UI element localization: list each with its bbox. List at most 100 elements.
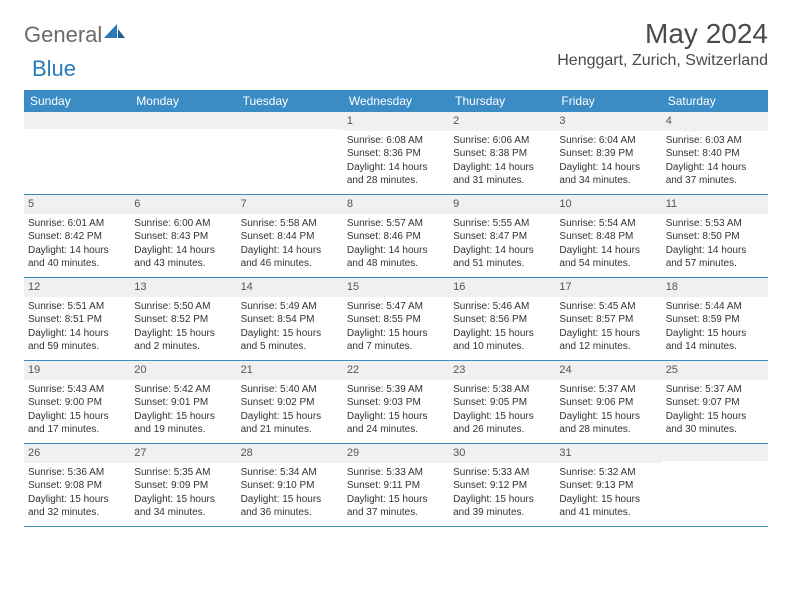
sunset-text: Sunset: 8:44 PM [241, 230, 339, 244]
day-content: Sunrise: 5:46 AMSunset: 8:56 PMDaylight:… [449, 297, 555, 358]
sunrise-text: Sunrise: 5:38 AM [453, 383, 551, 397]
day-cell: 20Sunrise: 5:42 AMSunset: 9:01 PMDayligh… [130, 361, 236, 443]
day-number: 21 [237, 361, 343, 380]
sunrise-text: Sunrise: 5:51 AM [28, 300, 126, 314]
daylight-text: Daylight: 14 hours and 54 minutes. [559, 244, 657, 271]
daylight-text: Daylight: 14 hours and 28 minutes. [347, 161, 445, 188]
day-cell: 3Sunrise: 6:04 AMSunset: 8:39 PMDaylight… [555, 112, 661, 194]
sunrise-text: Sunrise: 5:57 AM [347, 217, 445, 231]
day-number: 25 [662, 361, 768, 380]
sunrise-text: Sunrise: 5:55 AM [453, 217, 551, 231]
day-cell: 22Sunrise: 5:39 AMSunset: 9:03 PMDayligh… [343, 361, 449, 443]
sunset-text: Sunset: 9:02 PM [241, 396, 339, 410]
weekday-thu: Thursday [449, 90, 555, 112]
sunrise-text: Sunrise: 6:01 AM [28, 217, 126, 231]
daylight-text: Daylight: 15 hours and 5 minutes. [241, 327, 339, 354]
day-content: Sunrise: 5:37 AMSunset: 9:06 PMDaylight:… [555, 380, 661, 441]
sunset-text: Sunset: 8:38 PM [453, 147, 551, 161]
daylight-text: Daylight: 15 hours and 12 minutes. [559, 327, 657, 354]
day-cell: 2Sunrise: 6:06 AMSunset: 8:38 PMDaylight… [449, 112, 555, 194]
sunset-text: Sunset: 8:47 PM [453, 230, 551, 244]
sunset-text: Sunset: 8:54 PM [241, 313, 339, 327]
daylight-text: Daylight: 14 hours and 46 minutes. [241, 244, 339, 271]
day-number [130, 112, 236, 129]
day-number: 5 [24, 195, 130, 214]
sunset-text: Sunset: 9:13 PM [559, 479, 657, 493]
daylight-text: Daylight: 15 hours and 21 minutes. [241, 410, 339, 437]
day-content: Sunrise: 5:38 AMSunset: 9:05 PMDaylight:… [449, 380, 555, 441]
sunrise-text: Sunrise: 5:44 AM [666, 300, 764, 314]
sunrise-text: Sunrise: 5:42 AM [134, 383, 232, 397]
day-cell: 4Sunrise: 6:03 AMSunset: 8:40 PMDaylight… [662, 112, 768, 194]
sunrise-text: Sunrise: 5:43 AM [28, 383, 126, 397]
day-number [662, 444, 768, 461]
daylight-text: Daylight: 14 hours and 43 minutes. [134, 244, 232, 271]
title-block: May 2024 Henggart, Zurich, Switzerland [557, 18, 768, 70]
sunrise-text: Sunrise: 5:35 AM [134, 466, 232, 480]
day-number: 9 [449, 195, 555, 214]
day-cell: 13Sunrise: 5:50 AMSunset: 8:52 PMDayligh… [130, 278, 236, 360]
day-content: Sunrise: 5:37 AMSunset: 9:07 PMDaylight:… [662, 380, 768, 441]
daylight-text: Daylight: 14 hours and 57 minutes. [666, 244, 764, 271]
day-cell: 23Sunrise: 5:38 AMSunset: 9:05 PMDayligh… [449, 361, 555, 443]
day-cell: 16Sunrise: 5:46 AMSunset: 8:56 PMDayligh… [449, 278, 555, 360]
sunset-text: Sunset: 8:39 PM [559, 147, 657, 161]
day-content: Sunrise: 6:01 AMSunset: 8:42 PMDaylight:… [24, 214, 130, 275]
day-content: Sunrise: 6:06 AMSunset: 8:38 PMDaylight:… [449, 131, 555, 192]
sunrise-text: Sunrise: 6:06 AM [453, 134, 551, 148]
sunset-text: Sunset: 9:03 PM [347, 396, 445, 410]
day-content: Sunrise: 5:32 AMSunset: 9:13 PMDaylight:… [555, 463, 661, 524]
daylight-text: Daylight: 14 hours and 40 minutes. [28, 244, 126, 271]
day-content: Sunrise: 6:04 AMSunset: 8:39 PMDaylight:… [555, 131, 661, 192]
sunrise-text: Sunrise: 6:04 AM [559, 134, 657, 148]
sunrise-text: Sunrise: 5:37 AM [666, 383, 764, 397]
day-cell: 8Sunrise: 5:57 AMSunset: 8:46 PMDaylight… [343, 195, 449, 277]
sunrise-text: Sunrise: 6:08 AM [347, 134, 445, 148]
daylight-text: Daylight: 15 hours and 32 minutes. [28, 493, 126, 520]
day-number: 28 [237, 444, 343, 463]
day-content: Sunrise: 5:54 AMSunset: 8:48 PMDaylight:… [555, 214, 661, 275]
sunset-text: Sunset: 9:05 PM [453, 396, 551, 410]
day-number: 16 [449, 278, 555, 297]
daylight-text: Daylight: 15 hours and 39 minutes. [453, 493, 551, 520]
daylight-text: Daylight: 14 hours and 48 minutes. [347, 244, 445, 271]
day-content: Sunrise: 5:51 AMSunset: 8:51 PMDaylight:… [24, 297, 130, 358]
day-cell [662, 444, 768, 526]
day-cell: 9Sunrise: 5:55 AMSunset: 8:47 PMDaylight… [449, 195, 555, 277]
sunset-text: Sunset: 9:06 PM [559, 396, 657, 410]
day-content: Sunrise: 5:58 AMSunset: 8:44 PMDaylight:… [237, 214, 343, 275]
day-number: 3 [555, 112, 661, 131]
sunset-text: Sunset: 8:55 PM [347, 313, 445, 327]
day-number: 4 [662, 112, 768, 131]
daylight-text: Daylight: 15 hours and 7 minutes. [347, 327, 445, 354]
day-cell: 30Sunrise: 5:33 AMSunset: 9:12 PMDayligh… [449, 444, 555, 526]
daylight-text: Daylight: 15 hours and 37 minutes. [347, 493, 445, 520]
sunrise-text: Sunrise: 5:54 AM [559, 217, 657, 231]
daylight-text: Daylight: 14 hours and 34 minutes. [559, 161, 657, 188]
day-cell: 14Sunrise: 5:49 AMSunset: 8:54 PMDayligh… [237, 278, 343, 360]
week-row: 26Sunrise: 5:36 AMSunset: 9:08 PMDayligh… [24, 444, 768, 527]
day-content: Sunrise: 5:53 AMSunset: 8:50 PMDaylight:… [662, 214, 768, 275]
daylight-text: Daylight: 14 hours and 31 minutes. [453, 161, 551, 188]
day-number [237, 112, 343, 129]
sunrise-text: Sunrise: 6:03 AM [666, 134, 764, 148]
day-number: 18 [662, 278, 768, 297]
day-content: Sunrise: 5:49 AMSunset: 8:54 PMDaylight:… [237, 297, 343, 358]
daylight-text: Daylight: 14 hours and 59 minutes. [28, 327, 126, 354]
weekday-fri: Friday [555, 90, 661, 112]
month-title: May 2024 [557, 18, 768, 50]
day-number [24, 112, 130, 129]
day-number: 29 [343, 444, 449, 463]
daylight-text: Daylight: 15 hours and 36 minutes. [241, 493, 339, 520]
daylight-text: Daylight: 15 hours and 30 minutes. [666, 410, 764, 437]
location-text: Henggart, Zurich, Switzerland [557, 52, 768, 70]
day-content: Sunrise: 6:08 AMSunset: 8:36 PMDaylight:… [343, 131, 449, 192]
sunset-text: Sunset: 9:07 PM [666, 396, 764, 410]
week-row: 5Sunrise: 6:01 AMSunset: 8:42 PMDaylight… [24, 195, 768, 278]
weeks-container: 1Sunrise: 6:08 AMSunset: 8:36 PMDaylight… [24, 112, 768, 527]
logo-text-2: Blue [32, 56, 76, 82]
day-number: 30 [449, 444, 555, 463]
day-number: 19 [24, 361, 130, 380]
day-cell: 10Sunrise: 5:54 AMSunset: 8:48 PMDayligh… [555, 195, 661, 277]
day-content: Sunrise: 5:35 AMSunset: 9:09 PMDaylight:… [130, 463, 236, 524]
